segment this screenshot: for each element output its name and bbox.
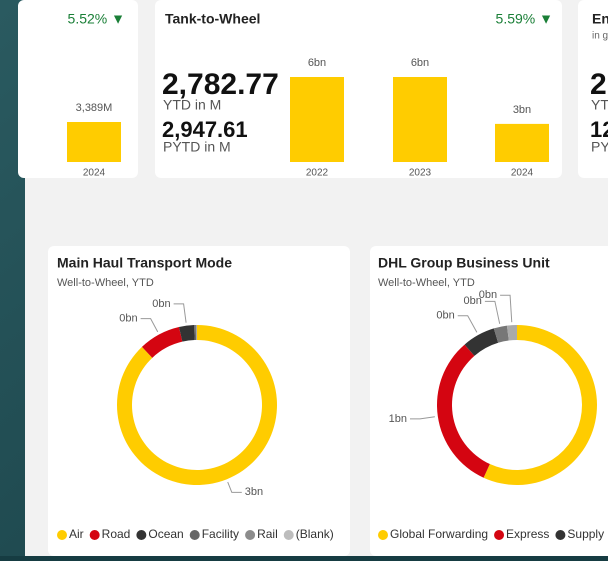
bar-label: 3bn <box>513 104 531 116</box>
bar <box>495 124 549 162</box>
segment-label: 1bn <box>389 413 407 425</box>
bar <box>67 122 121 162</box>
segment-label: 0bn <box>436 310 454 322</box>
legend-dot <box>245 530 255 540</box>
card <box>48 246 350 556</box>
legend-dot <box>136 530 146 540</box>
ytd-label: YT <box>591 97 608 113</box>
legend-label: Facility <box>202 527 239 541</box>
bar <box>290 77 344 162</box>
legend-dot <box>57 530 67 540</box>
legend-dot <box>190 530 200 540</box>
legend-dot <box>494 530 504 540</box>
pytd-label: PY <box>591 139 608 155</box>
segment-label: 0bn <box>479 289 497 301</box>
change: 5.59% ▼ <box>496 11 553 27</box>
card-title: Main Haul Transport Mode <box>57 255 232 271</box>
legend-label: Rail <box>257 527 278 541</box>
bottom-edge <box>0 556 608 561</box>
change: 5.52% ▼ <box>68 11 125 27</box>
legend-label: Ocean <box>148 527 183 541</box>
card-subtitle: Well-to-Wheel, YTD <box>378 277 475 289</box>
bar-label: 3,389M <box>76 102 113 114</box>
legend-label: (Blank) <box>296 527 334 541</box>
bar <box>393 77 447 162</box>
bar-label: 6bn <box>308 57 326 69</box>
legend-dot <box>284 530 294 540</box>
x-tick-label: 2024 <box>511 168 534 179</box>
segment-label: 0bn <box>119 313 137 325</box>
segment-label: 0bn <box>152 298 170 310</box>
legend-label: Road <box>102 527 131 541</box>
legend-dot <box>90 530 100 540</box>
card-title: Tank-to-Wheel <box>165 11 260 27</box>
x-tick-label: 2022 <box>306 168 329 179</box>
legend-label: Express <box>506 527 549 541</box>
ytd-label: YTD in M <box>163 97 221 113</box>
legend-label: Supply <box>567 527 604 541</box>
card-subtitle: in g <box>592 31 608 42</box>
x-tick-label: 2023 <box>409 168 432 179</box>
legend-label: Air <box>69 527 84 541</box>
legend-dot <box>555 530 565 540</box>
legend-label: Global Forwarding <box>390 527 488 541</box>
bar-label: 6bn <box>411 57 429 69</box>
segment-label: 3bn <box>245 486 263 498</box>
card-subtitle: Well-to-Wheel, YTD <box>57 277 154 289</box>
card-title: DHL Group Business Unit <box>378 255 550 271</box>
pytd-label: PYTD in M <box>163 139 231 155</box>
x-tick-label: 2024 <box>83 168 106 179</box>
legend-dot <box>378 530 388 540</box>
card-title: En <box>592 11 608 27</box>
